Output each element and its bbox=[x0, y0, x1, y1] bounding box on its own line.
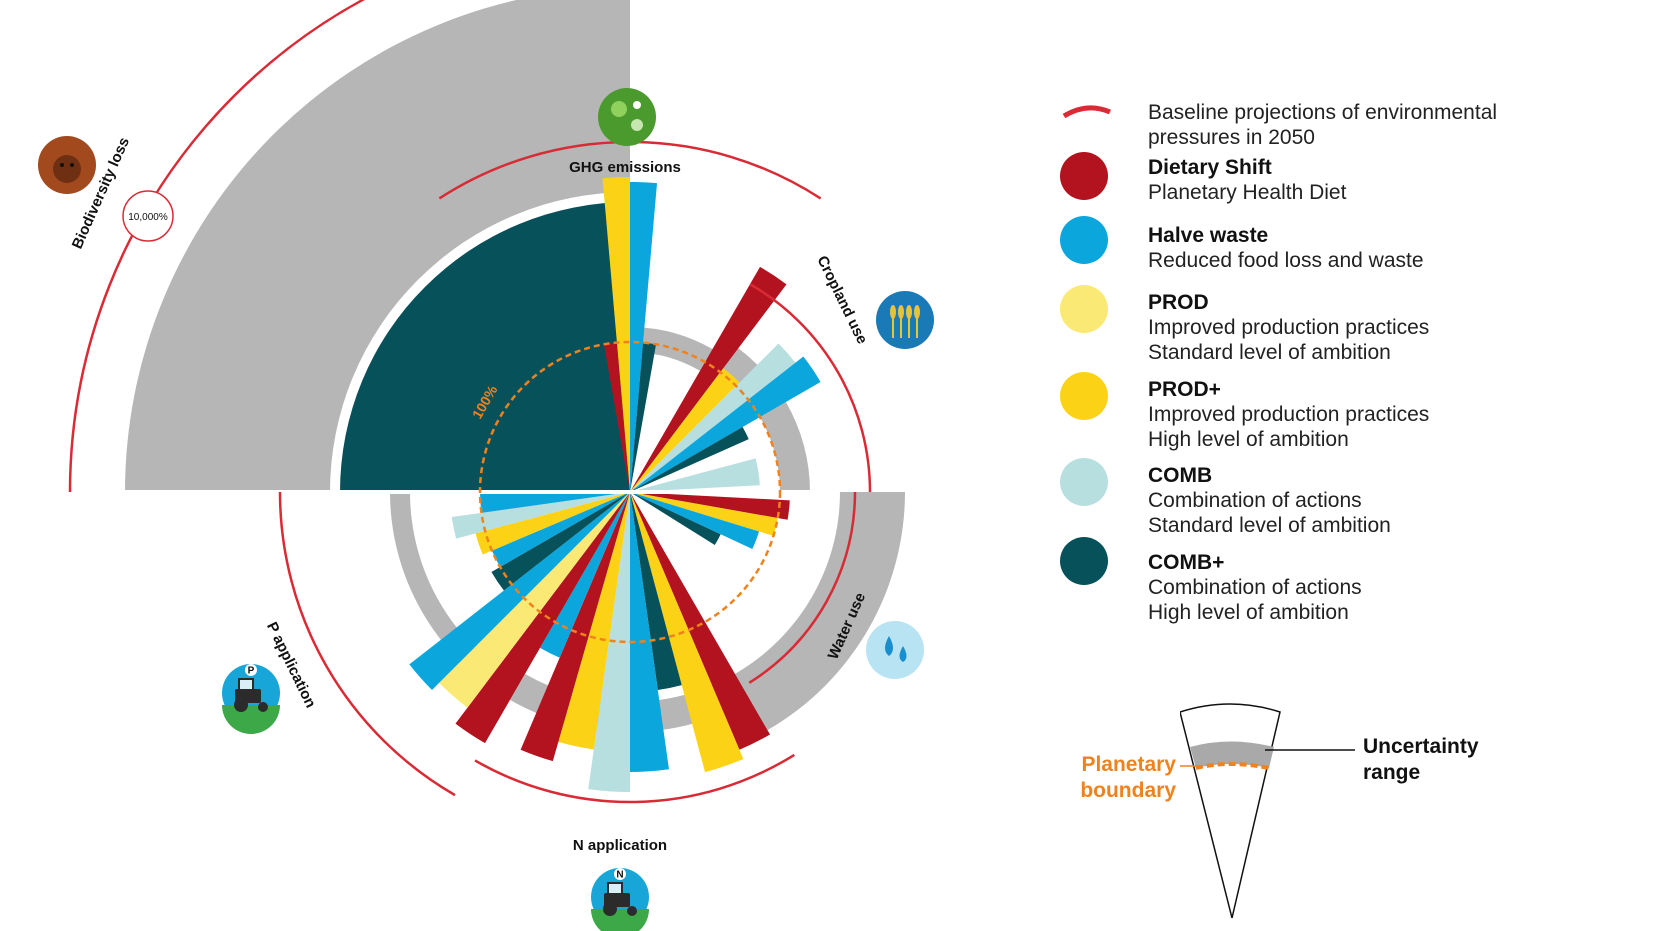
uncertainty-band-1 bbox=[630, 327, 713, 371]
scenario-wedge-23 bbox=[455, 492, 630, 744]
legend-prod-line2: Standard level of ambition bbox=[1148, 341, 1391, 364]
legend-comb-title: COMB bbox=[1148, 464, 1213, 487]
scenario-wedge-11 bbox=[630, 492, 790, 520]
globe-icon bbox=[598, 88, 656, 146]
scenario-wedge-30 bbox=[480, 492, 630, 513]
scenario-wedge-4 bbox=[630, 342, 657, 492]
scenario-wedge-7 bbox=[630, 343, 796, 492]
key-wedge-outline bbox=[1180, 703, 1281, 919]
baseline-arc-5 bbox=[278, 491, 456, 797]
legend-dietary-line1: Planetary Health Diet bbox=[1148, 181, 1347, 204]
scenario-wedge-1 bbox=[603, 342, 630, 492]
legend-prod-title: PROD bbox=[1148, 291, 1209, 314]
key-planetary-boundary-label: Planetary boundary bbox=[1080, 753, 1176, 802]
legend-prod-plus-line2: High level of ambition bbox=[1148, 428, 1349, 451]
legend-baseline-line1: Baseline projections of environmental bbox=[1148, 101, 1498, 124]
tractor-p-icon: P bbox=[222, 664, 280, 734]
key-leader-lines bbox=[1180, 749, 1355, 767]
scenario-wedge-12 bbox=[630, 492, 778, 536]
baseline-arc-2 bbox=[749, 283, 872, 493]
scenario-wedge-16 bbox=[630, 492, 744, 773]
halve-waste-swatch bbox=[1060, 216, 1108, 264]
scenario-wedge-27 bbox=[491, 492, 630, 567]
svg-text:P: P bbox=[248, 666, 255, 677]
planetary-boundary-circle bbox=[478, 340, 782, 644]
legend-comb-plus-title: COMB+ bbox=[1148, 551, 1225, 574]
axis-label-cropland: Cropland use bbox=[813, 253, 870, 347]
key-uncertainty-label: Uncertainty range bbox=[1363, 735, 1479, 784]
scenario-wedge-24 bbox=[439, 492, 630, 708]
scenario-wedge-21 bbox=[520, 492, 630, 762]
dietary-shift-swatch bbox=[1060, 152, 1108, 200]
scenario-wedge-0 bbox=[340, 202, 630, 492]
legend-comb-plus-line1: Combination of actions bbox=[1148, 576, 1362, 599]
legend-baseline-line2: pressures in 2050 bbox=[1148, 126, 1315, 149]
comb-swatch bbox=[1060, 458, 1108, 506]
baseline-arc-4 bbox=[474, 753, 795, 804]
legend-prod-plus-line1: Improved production practices bbox=[1148, 403, 1430, 426]
scenario-wedge-28 bbox=[475, 492, 630, 555]
biodiversity-max-marker bbox=[122, 190, 174, 242]
uncertainty-band-0 bbox=[125, 0, 630, 492]
key-uncertainty-band bbox=[1190, 741, 1274, 768]
water-drops-icon bbox=[866, 621, 924, 679]
prod-plus-swatch bbox=[1060, 372, 1108, 420]
tractor-n-icon: N bbox=[591, 868, 649, 931]
prod-swatch bbox=[1060, 285, 1108, 333]
scenario-wedge-3 bbox=[630, 182, 658, 492]
legend-waste-title: Halve waste bbox=[1148, 224, 1269, 247]
planetary-boundaries-polar-diagram: 100% 10,000%Biodiversity loss GHG emissio… bbox=[38, 0, 934, 931]
scenario-wedge-15 bbox=[630, 492, 770, 750]
scenario-wedge-8 bbox=[630, 356, 821, 492]
baseline-arc-swatch bbox=[1062, 105, 1111, 119]
comb-plus-swatch bbox=[1060, 537, 1108, 585]
scenario-wedge-2 bbox=[602, 177, 630, 492]
legend-dietary-title: Dietary Shift bbox=[1148, 156, 1272, 179]
scenario-wedge-18 bbox=[630, 492, 669, 772]
orangutan-icon bbox=[38, 136, 96, 194]
biodiversity-max-label: 10,000% bbox=[128, 212, 168, 223]
scenario-wedge-10 bbox=[630, 458, 760, 492]
baseline-arc-3 bbox=[748, 491, 857, 684]
legend-comb-plus-line2: High level of ambition bbox=[1148, 601, 1349, 624]
scenario-wedge-17 bbox=[630, 492, 682, 691]
scenario-wedge-22 bbox=[540, 492, 630, 658]
scenario-wedge-6 bbox=[630, 368, 740, 492]
legend-prod-line1: Improved production practices bbox=[1148, 316, 1430, 339]
scenario-wedge-19 bbox=[588, 492, 630, 793]
axis-label-ghg: GHG emissions bbox=[569, 159, 681, 176]
axis-label-nitrogen: N application bbox=[573, 837, 667, 854]
scenario-wedge-29 bbox=[451, 492, 630, 539]
legend-comb-line2: Standard level of ambition bbox=[1148, 514, 1391, 537]
legend-comb-line1: Combination of actions bbox=[1148, 489, 1362, 512]
scenario-wedge-9 bbox=[630, 427, 749, 492]
legend-prod-plus-title: PROD+ bbox=[1148, 378, 1221, 401]
svg-text:N: N bbox=[616, 870, 623, 881]
uncertainty-key-diagram bbox=[1180, 703, 1281, 919]
scenario-wedge-14 bbox=[630, 492, 721, 545]
baseline-arc-0 bbox=[68, 0, 366, 493]
scenario-wedge-5 bbox=[630, 266, 787, 492]
key-boundary-line bbox=[1195, 762, 1270, 770]
scenario-wedge-25 bbox=[409, 492, 630, 690]
scenario-wedge-20 bbox=[558, 492, 630, 750]
legend-waste-line1: Reduced food loss and waste bbox=[1148, 249, 1424, 272]
scenario-wedge-26 bbox=[491, 492, 630, 591]
scenario-wedge-13 bbox=[630, 492, 760, 550]
wheat-icon bbox=[876, 291, 934, 349]
